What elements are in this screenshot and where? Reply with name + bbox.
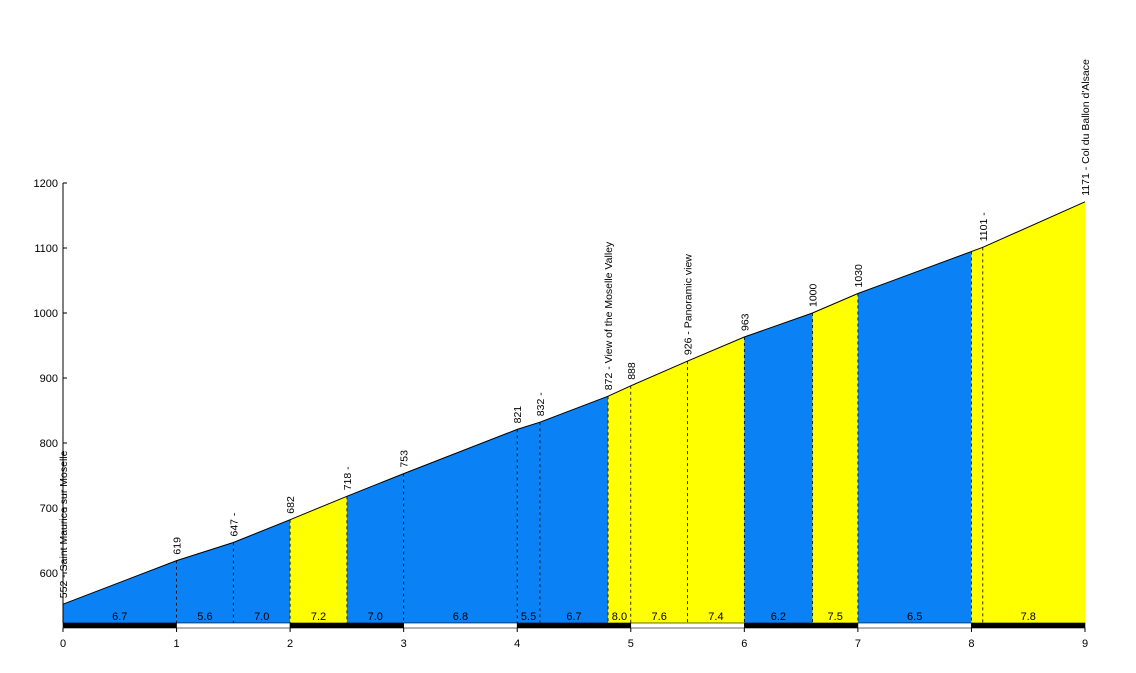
- gradient-label-10: 7.4: [708, 611, 723, 623]
- gradient-label-3: 7.2: [311, 611, 326, 623]
- gradient-label-8: 8.0: [612, 611, 627, 623]
- altitude-label-1: 619: [172, 537, 184, 555]
- x-tick-label-9: 9: [1082, 638, 1088, 650]
- x-tick-label-6: 6: [741, 638, 747, 650]
- segment-fill-8: [608, 385, 631, 623]
- segment-fill-11: [744, 313, 813, 623]
- x-tick-label-1: 1: [173, 638, 179, 650]
- altitude-label-15: 1171 - Col du Ballon d'Alsace: [1080, 59, 1092, 196]
- gradient-label-11: 6.2: [771, 611, 786, 623]
- x-tick-label-3: 3: [401, 638, 407, 650]
- altitude-label-13: 1030: [853, 264, 865, 288]
- gradient-label-0: 6.7: [112, 611, 127, 623]
- segment-fill-6: [517, 422, 540, 623]
- altitude-label-10: 926 - Panoramic view: [683, 254, 695, 355]
- km-bar-block-4: [516, 622, 632, 629]
- altitude-label-8: 872 - View of the Moselle Valley: [603, 241, 615, 390]
- gradient-label-5: 6.8: [453, 611, 468, 623]
- segment-fill-5: [403, 429, 518, 623]
- km-bar-block-1: [176, 622, 291, 629]
- y-tick-label-2: 800: [40, 438, 58, 450]
- gradient-labels: 6.7 5.6 7.0 7.2 7.0 6.8 5.5 6.7 8.0 7.6 7.4 6.2 7.5 6…: [112, 611, 1036, 623]
- x-tick-label-8: 8: [968, 638, 974, 650]
- altitude-annotations: 552 - Saint Maurice sur Moselle 619 647 - 6…: [58, 59, 1092, 598]
- km-bar-block-5: [630, 622, 745, 629]
- x-tick-label-0: 0: [60, 638, 66, 650]
- km-bar-block-0: [62, 622, 177, 629]
- altitude-label-11: 963: [739, 313, 751, 331]
- y-tick-label-6: 1200: [34, 178, 58, 190]
- gradient-label-6: 5.5: [521, 611, 536, 623]
- gradient-label-2: 7.0: [254, 611, 269, 623]
- segment-fill-13: [857, 251, 972, 623]
- km-bar-block-2: [289, 622, 404, 629]
- x-axis: 0 1 2 3 4 5 6 7 8 9: [60, 628, 1088, 650]
- y-tick-label-3: 900: [40, 373, 58, 385]
- segment-dashed-markers: [176, 247, 984, 623]
- segment-fill-9: [630, 361, 688, 623]
- profile-line: [62, 201, 1086, 605]
- gradient-label-7: 6.7: [566, 611, 581, 623]
- gradient-segment-fills: [63, 201, 1085, 624]
- km-bar-block-7: [857, 622, 972, 629]
- profile-line-group: [62, 201, 1086, 605]
- gradient-label-12: 7.5: [828, 611, 843, 623]
- segment-fill-3: [290, 496, 347, 623]
- segment-fill-4: [346, 473, 404, 623]
- gradient-label-13: 6.5: [907, 611, 922, 623]
- altitude-label-5: 753: [399, 450, 411, 468]
- segment-fill-1: [176, 542, 234, 623]
- x-tick-label-4: 4: [514, 638, 520, 650]
- km-bar-block-6: [744, 622, 859, 629]
- kilometre-bar: [62, 622, 1086, 629]
- segment-fill-0: [63, 560, 177, 623]
- gradient-label-9: 7.6: [652, 611, 667, 623]
- gradient-label-1: 5.6: [197, 611, 212, 623]
- y-axis: 600 700 800 900 1000 1100 1200: [34, 178, 67, 623]
- altitude-label-14: 1101 -: [978, 212, 990, 241]
- y-tick-label-5: 1100: [34, 243, 58, 255]
- gradient-label-14: 7.8: [1021, 611, 1036, 623]
- x-tick-label-2: 2: [287, 638, 293, 650]
- km-bar-block-8: [971, 622, 1086, 629]
- gradient-label-4: 7.0: [368, 611, 383, 623]
- segment-fill-14: [971, 201, 1085, 624]
- altitude-label-7: 832 -: [535, 392, 547, 416]
- altitude-label-6: 821: [512, 406, 524, 424]
- altitude-label-4: 718 -: [342, 466, 354, 490]
- altitude-label-3: 682: [285, 496, 297, 514]
- x-tick-label-5: 5: [628, 638, 634, 650]
- altitude-label-0: 552 - Saint Maurice sur Moselle: [58, 450, 70, 598]
- y-tick-label-1: 700: [40, 503, 58, 515]
- km-bar-block-3: [403, 622, 518, 629]
- segment-fill-12: [812, 293, 858, 623]
- segment-fill-10: [687, 337, 745, 623]
- segment-fill-2: [233, 519, 291, 623]
- y-tick-label-4: 1000: [34, 308, 58, 320]
- segment-fill-7: [539, 396, 609, 623]
- altitude-label-9: 888: [626, 362, 638, 380]
- altitude-label-2: 647 -: [228, 512, 240, 536]
- x-tick-label-7: 7: [855, 638, 861, 650]
- y-tick-label-0: 600: [40, 568, 58, 580]
- altitude-label-12: 1000: [808, 283, 820, 307]
